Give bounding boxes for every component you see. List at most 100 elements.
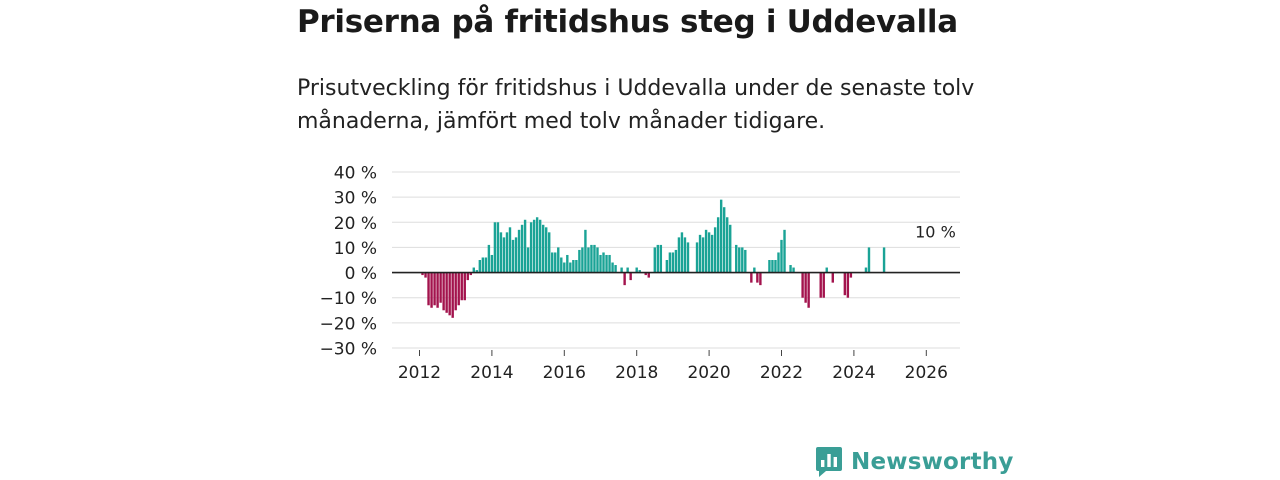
bar bbox=[599, 254, 602, 273]
bar bbox=[792, 267, 795, 273]
bar bbox=[756, 272, 759, 283]
x-tick-label: 2018 bbox=[615, 363, 658, 383]
bar bbox=[581, 247, 584, 273]
bar bbox=[659, 244, 663, 273]
bar bbox=[686, 242, 690, 273]
bar bbox=[578, 249, 581, 273]
bar bbox=[704, 229, 708, 273]
bar bbox=[560, 257, 563, 273]
x-tick-label: 2016 bbox=[543, 363, 586, 383]
grid-lines bbox=[392, 171, 960, 349]
bar bbox=[451, 272, 454, 318]
bar bbox=[611, 262, 614, 273]
bar bbox=[463, 272, 466, 301]
bar bbox=[623, 272, 626, 286]
bar bbox=[563, 262, 566, 273]
bar bbox=[843, 272, 847, 296]
bar bbox=[475, 270, 479, 273]
bar bbox=[864, 267, 868, 273]
bar bbox=[538, 219, 542, 273]
bar bbox=[774, 260, 777, 273]
bar bbox=[584, 229, 587, 273]
bar bbox=[566, 254, 569, 273]
bar bbox=[683, 237, 687, 273]
x-tick-label: 2014 bbox=[470, 363, 513, 383]
bar bbox=[656, 244, 660, 273]
bar bbox=[481, 257, 485, 273]
y-tick-label: 20 % bbox=[334, 214, 377, 234]
bar bbox=[493, 222, 497, 273]
bar bbox=[433, 272, 436, 306]
y-tick-label: 0 % bbox=[345, 264, 377, 284]
bar bbox=[644, 272, 647, 276]
bar bbox=[466, 272, 469, 281]
bar bbox=[575, 260, 578, 273]
bar bbox=[807, 272, 810, 308]
bar bbox=[557, 247, 560, 273]
bar bbox=[469, 272, 472, 276]
x-tick-label: 2026 bbox=[905, 363, 948, 383]
bar bbox=[783, 229, 786, 273]
bar bbox=[514, 237, 518, 273]
bar bbox=[532, 219, 536, 273]
bar bbox=[626, 267, 629, 273]
bar bbox=[517, 229, 521, 273]
bar bbox=[608, 254, 611, 273]
bar bbox=[439, 272, 442, 303]
bar bbox=[442, 272, 445, 311]
bar bbox=[668, 252, 672, 273]
bar bbox=[457, 272, 460, 306]
bar bbox=[572, 260, 575, 273]
bar bbox=[719, 199, 723, 273]
bar bbox=[882, 247, 886, 273]
bar bbox=[647, 272, 650, 278]
axes: 40 % 30 % 20 % 10 % 0 % −10 % −20 % −30 % 2012 20… bbox=[320, 164, 960, 383]
bar bbox=[753, 267, 756, 273]
bar bbox=[554, 252, 557, 273]
bar bbox=[707, 232, 711, 273]
bar bbox=[771, 260, 774, 273]
bar bbox=[849, 272, 853, 278]
bar bbox=[436, 272, 439, 308]
bar bbox=[677, 237, 681, 273]
bar bbox=[680, 232, 684, 273]
bar bbox=[548, 232, 551, 273]
newsworthy-logo-icon bbox=[816, 447, 842, 477]
chart-title: Priserna på fritidshus steg i Uddevalla bbox=[297, 4, 958, 40]
bar bbox=[819, 272, 822, 298]
bar bbox=[629, 272, 632, 281]
bar bbox=[569, 262, 572, 273]
bar bbox=[487, 244, 491, 273]
bar bbox=[722, 207, 726, 273]
bar bbox=[448, 272, 451, 316]
bar bbox=[535, 217, 539, 273]
bar bbox=[738, 247, 741, 273]
bar bbox=[725, 217, 729, 273]
y-tick-label: −10 % bbox=[320, 289, 377, 309]
bar bbox=[713, 227, 717, 273]
newsworthy-brand[interactable]: Newsworthy bbox=[815, 446, 1014, 478]
bar bbox=[496, 222, 500, 273]
bar bbox=[750, 272, 753, 283]
bar bbox=[789, 265, 792, 273]
bar bbox=[741, 247, 744, 273]
bar bbox=[729, 224, 732, 273]
bar bbox=[698, 234, 702, 273]
bar bbox=[551, 252, 554, 273]
bar bbox=[735, 244, 738, 273]
bar bbox=[804, 272, 807, 303]
bar bbox=[427, 272, 430, 306]
bar bbox=[716, 217, 720, 273]
bar bbox=[780, 239, 783, 273]
bar bbox=[541, 224, 545, 273]
bar bbox=[529, 222, 533, 273]
bar bbox=[445, 272, 448, 313]
bar bbox=[484, 257, 488, 273]
y-tick-label: −30 % bbox=[320, 340, 377, 360]
bar bbox=[822, 272, 825, 298]
bar bbox=[499, 232, 503, 273]
bar bbox=[520, 224, 524, 273]
y-tick-label: 30 % bbox=[334, 189, 377, 209]
bar bbox=[665, 260, 669, 273]
